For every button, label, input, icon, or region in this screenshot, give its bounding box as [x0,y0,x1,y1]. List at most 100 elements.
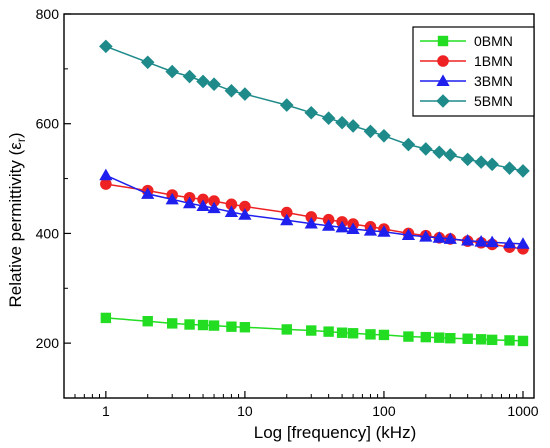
data-point-0bmn [100,312,112,324]
data-point-1bmn [100,178,112,190]
data-point-5bmn [224,84,239,98]
data-point-3bmn [99,168,113,181]
data-point-3bmn [224,205,239,217]
legend-label-0bmn: 0BMN [474,33,513,49]
data-point-0bmn [347,328,359,339]
data-point-3bmn [346,222,360,234]
legend-item-1bmn: 1BMN [420,53,513,69]
legend: 0BMN 1BMN 3BMN 5BMN [412,26,535,117]
data-point-5bmn [279,98,294,112]
y-tick-label: 800 [36,6,60,22]
tick-labels: 1 10 100 1000 200 400 600 800 [36,6,539,419]
data-point-3bmn [443,232,457,244]
data-point-0bmn [462,333,473,344]
data-point-3bmn [419,230,433,242]
data-point-0bmn [403,331,414,342]
y-tick-label: 600 [36,116,60,132]
data-point-5bmn [443,148,458,162]
data-point-0bmn [197,319,209,331]
legend-item-3bmn: 3BMN [420,73,513,89]
data-point-5bmn [196,74,210,89]
series-5bmn [99,39,530,178]
data-point-5bmn [304,105,319,120]
legend-item-0bmn: 0BMN [420,33,513,49]
data-point-3bmn [401,228,416,241]
data-point-3bmn [432,231,446,243]
legend-marker-1bmn [437,55,449,67]
data-point-3bmn [335,220,349,233]
data-point-5bmn [165,64,179,79]
data-point-0bmn [323,326,334,337]
y-tick-label: 200 [36,335,60,351]
legend-label-5bmn: 5BMN [474,93,513,109]
data-point-3bmn [461,233,475,246]
series-3bmn [99,168,530,249]
data-point-0bmn [475,334,487,345]
x-axis-title: Log [frequency] (kHz) [254,423,417,442]
data-point-3bmn [304,216,318,229]
data-point-1bmn [280,206,293,219]
data-point-0bmn [306,325,317,336]
data-point-3bmn [322,219,336,231]
data-point-0bmn [142,316,153,327]
data-point-3bmn [363,224,378,236]
data-point-5bmn [485,157,499,172]
data-point-0bmn [239,322,251,333]
data-point-0bmn [504,335,515,346]
data-point-5bmn [516,164,530,178]
legend-marker-0bmn [437,35,449,47]
data-point-0bmn [420,331,432,343]
data-point-0bmn [445,333,456,344]
data-point-5bmn [182,69,197,84]
plot-frame [63,13,535,399]
y-tick-label: 400 [36,225,60,241]
data-point-3bmn [474,235,488,247]
data-point-0bmn [208,320,220,331]
data-point-5bmn [377,128,391,143]
data-point-0bmn [166,318,178,329]
x-tick-label: 10 [237,403,253,419]
data-point-5bmn [140,55,155,70]
x-tick-label: 100 [372,403,396,419]
data-point-5bmn [346,119,360,133]
data-point-1bmn [225,198,238,211]
data-point-1bmn [239,200,251,213]
y-axis-title-main: Relative permittivity (ε [6,142,25,308]
x-tick-label: 1 [102,403,110,419]
series-0bmn [100,312,529,347]
data-point-3bmn [280,213,294,226]
data-point-3bmn [196,199,210,211]
data-point-5bmn [321,111,336,126]
legend-label-1bmn: 1BMN [474,53,513,69]
data-point-0bmn [517,335,529,347]
y-axis-title-close: ) [6,132,25,138]
x-tick-label: 1000 [507,403,538,419]
data-point-5bmn [474,155,488,169]
data-point-0bmn [226,321,237,332]
data-point-5bmn [207,77,221,92]
data-point-5bmn [419,142,433,156]
legend-marker-5bmn [436,94,450,108]
data-point-3bmn [502,236,517,249]
data-point-5bmn [335,115,349,130]
data-point-3bmn [238,208,252,220]
data-point-5bmn [401,137,416,152]
data-point-3bmn [485,235,499,248]
data-point-3bmn [141,187,155,199]
series-line-3bmn [105,174,524,245]
data-point-0bmn [486,334,498,346]
data-point-3bmn [165,192,179,205]
data-point-0bmn [365,329,376,340]
data-point-3bmn [377,225,391,237]
legend-marker-3bmn [436,74,450,86]
data-point-0bmn [184,319,195,330]
data-point-5bmn [460,152,475,167]
legend-item-5bmn: 5BMN [420,93,513,109]
series-layer [99,39,530,347]
data-point-5bmn [99,39,113,54]
legend-label-3bmn: 3BMN [474,73,513,89]
data-point-5bmn [432,145,447,160]
data-point-0bmn [378,329,390,341]
data-point-3bmn [182,196,197,209]
